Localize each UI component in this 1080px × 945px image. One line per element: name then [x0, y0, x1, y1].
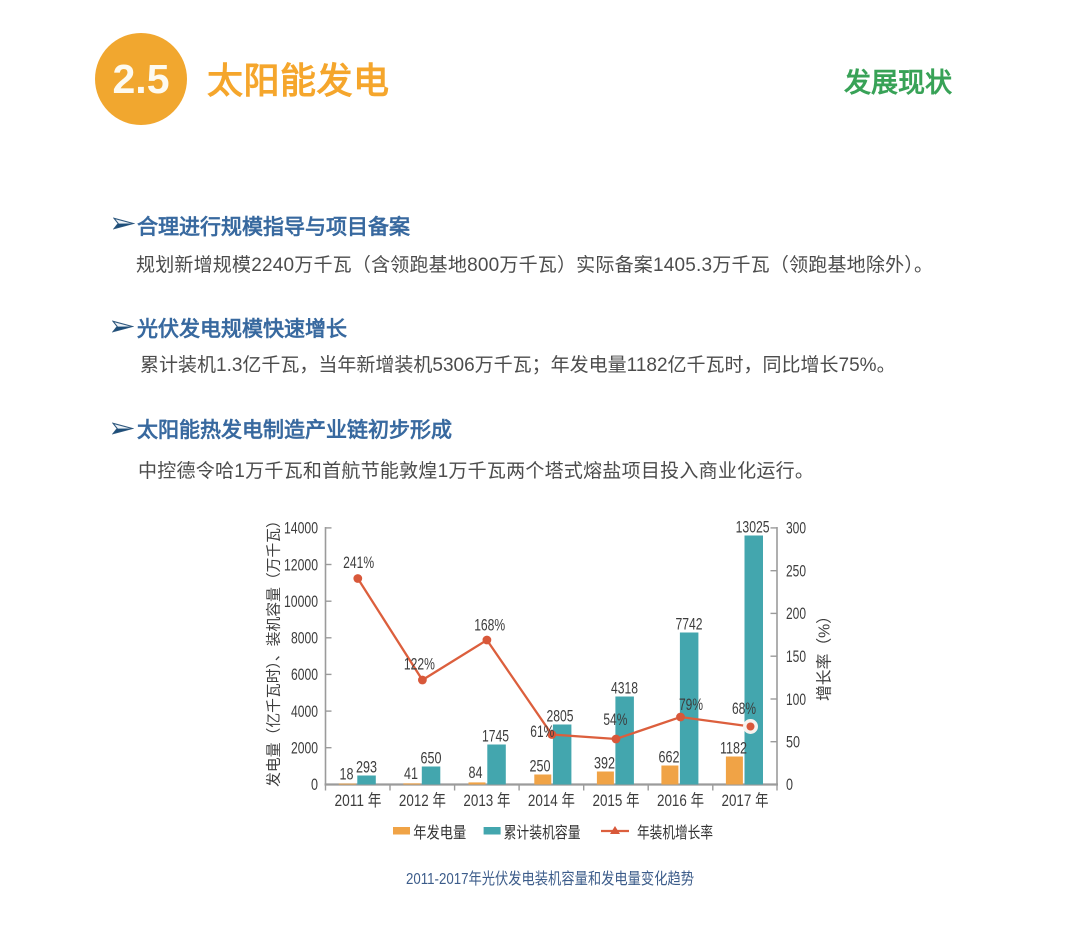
svg-text:79%: 79%: [679, 696, 703, 714]
svg-text:6000: 6000: [291, 666, 318, 684]
svg-text:0: 0: [786, 776, 793, 794]
svg-text:累计装机容量: 累计装机容量: [504, 824, 581, 842]
svg-text:250: 250: [786, 563, 806, 581]
svg-text:54%: 54%: [603, 711, 627, 729]
svg-text:2013 年: 2013 年: [463, 791, 510, 810]
svg-text:13025: 13025: [736, 519, 770, 537]
svg-text:41: 41: [404, 765, 418, 783]
svg-text:8000: 8000: [291, 630, 318, 648]
svg-text:7742: 7742: [676, 616, 703, 634]
svg-text:14000: 14000: [284, 520, 318, 538]
svg-text:122%: 122%: [404, 656, 435, 674]
svg-text:年发电量: 年发电量: [413, 824, 466, 842]
svg-text:250: 250: [530, 758, 551, 776]
svg-text:增长率（%）: 增长率（%）: [816, 608, 834, 701]
svg-text:168%: 168%: [474, 617, 505, 635]
svg-text:4318: 4318: [611, 680, 638, 698]
svg-text:100: 100: [786, 691, 806, 709]
svg-text:2016 年: 2016 年: [657, 791, 704, 810]
svg-text:2011 年: 2011 年: [335, 791, 382, 810]
svg-text:650: 650: [421, 750, 442, 768]
svg-text:2805: 2805: [547, 708, 574, 726]
svg-text:0: 0: [311, 776, 318, 794]
svg-text:1182: 1182: [720, 740, 747, 758]
svg-text:300: 300: [786, 520, 806, 538]
svg-text:2000: 2000: [291, 740, 318, 758]
svg-text:10000: 10000: [284, 593, 318, 611]
svg-text:12000: 12000: [284, 556, 318, 574]
svg-text:2011-2017年光伏发电装机容量和发电量变化趋势: 2011-2017年光伏发电装机容量和发电量变化趋势: [406, 870, 694, 888]
svg-text:150: 150: [786, 648, 806, 666]
svg-text:241%: 241%: [343, 554, 374, 572]
svg-text:662: 662: [659, 749, 680, 767]
svg-text:发电量（亿千瓦时）、装机容量（万千瓦）: 发电量（亿千瓦时）、装机容量（万千瓦）: [266, 513, 283, 787]
svg-text:1745: 1745: [482, 728, 509, 746]
svg-text:293: 293: [356, 759, 377, 777]
svg-text:年装机增长率: 年装机增长率: [637, 824, 713, 842]
svg-text:18: 18: [340, 766, 354, 784]
svg-text:4000: 4000: [291, 703, 318, 721]
svg-text:2014 年: 2014 年: [528, 791, 575, 810]
svg-text:61%: 61%: [530, 723, 554, 741]
svg-text:68%: 68%: [732, 700, 756, 718]
svg-text:392: 392: [594, 755, 615, 773]
svg-text:2015 年: 2015 年: [593, 791, 640, 810]
svg-text:84: 84: [469, 764, 483, 782]
svg-text:2012 年: 2012 年: [399, 791, 446, 810]
svg-text:200: 200: [786, 605, 806, 623]
svg-text:2017 年: 2017 年: [722, 791, 769, 810]
svg-text:50: 50: [786, 734, 800, 752]
